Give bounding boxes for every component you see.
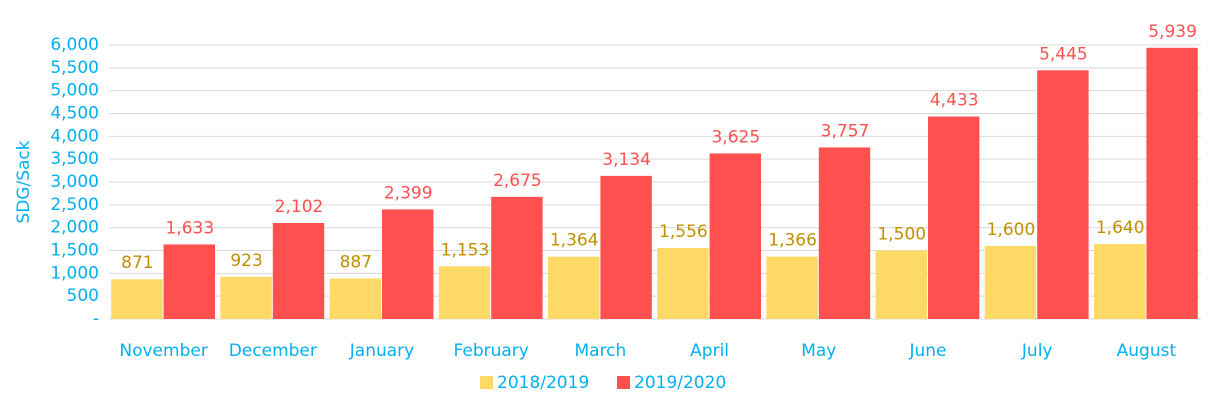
value-label: 1,364 — [550, 231, 599, 251]
bar — [1146, 47, 1198, 319]
bar — [382, 209, 434, 319]
value-label: 923 — [230, 251, 262, 271]
bar — [272, 223, 325, 319]
y-axis-title: SDG/Sack — [14, 140, 34, 223]
bar — [818, 147, 871, 319]
bar — [600, 175, 652, 319]
bar — [657, 247, 709, 319]
value-label: 1,556 — [659, 222, 708, 242]
x-tick-label: March — [574, 341, 626, 361]
y-tick-label: 5,500 — [50, 58, 99, 78]
bar — [491, 196, 543, 319]
value-label: 2,399 — [384, 183, 433, 203]
y-tick-label: 2,500 — [50, 195, 99, 215]
value-label: 3,757 — [821, 121, 870, 141]
value-label: 4,433 — [930, 91, 979, 111]
bar — [1093, 244, 1146, 319]
value-label: 871 — [121, 253, 153, 273]
bar — [928, 116, 980, 320]
bar — [329, 278, 381, 319]
x-tick-label: June — [908, 341, 946, 361]
y-tick-label: 2,000 — [50, 218, 99, 238]
x-tick-label: December — [229, 341, 317, 361]
y-tick-label: 1,500 — [50, 241, 99, 261]
bar — [766, 256, 818, 319]
x-tick-label: August — [1117, 341, 1177, 361]
value-label: 887 — [340, 252, 372, 272]
x-tick-label: May — [801, 341, 836, 361]
y-tick-label: 3,000 — [50, 172, 99, 192]
legend-label: 2019/2020 — [634, 373, 726, 393]
y-tick-label: 1,000 — [50, 263, 99, 283]
bar — [875, 250, 927, 319]
x-tick-label: January — [349, 341, 414, 361]
x-tick-label: February — [454, 341, 529, 361]
value-label: 1,500 — [877, 225, 926, 245]
y-tick-label: 4,000 — [50, 126, 99, 146]
y-tick-label: 4,500 — [50, 104, 99, 124]
value-label: 1,600 — [987, 220, 1036, 240]
y-tick-label: 5,000 — [50, 81, 99, 101]
value-label: 1,153 — [441, 240, 490, 260]
value-label: 5,445 — [1039, 44, 1088, 64]
bar — [111, 279, 163, 319]
x-tick-label: July — [1021, 341, 1053, 361]
value-label: 2,675 — [493, 171, 542, 191]
bar — [709, 153, 762, 319]
bar — [984, 245, 1037, 319]
x-tick-label: November — [119, 341, 207, 361]
value-label: 1,640 — [1096, 218, 1145, 238]
value-label: 3,134 — [602, 150, 651, 170]
bar — [1037, 70, 1089, 319]
value-label: 2,102 — [275, 197, 324, 217]
legend-swatch — [617, 376, 630, 389]
value-label: 3,625 — [711, 127, 760, 147]
legend-swatch — [480, 376, 493, 389]
value-label: 1,633 — [165, 218, 214, 238]
bar — [163, 244, 216, 319]
bar — [547, 256, 600, 319]
bar — [220, 276, 272, 319]
legend-label: 2018/2019 — [497, 373, 589, 393]
x-tick-label: April — [690, 341, 729, 361]
bar — [438, 266, 491, 319]
y-tick-label: - — [93, 309, 99, 329]
value-label: 1,366 — [768, 231, 817, 251]
y-tick-label: 3,500 — [50, 149, 99, 169]
y-tick-label: 500 — [67, 286, 99, 306]
value-label: 5,939 — [1148, 22, 1197, 42]
y-tick-label: 6,000 — [50, 35, 99, 55]
